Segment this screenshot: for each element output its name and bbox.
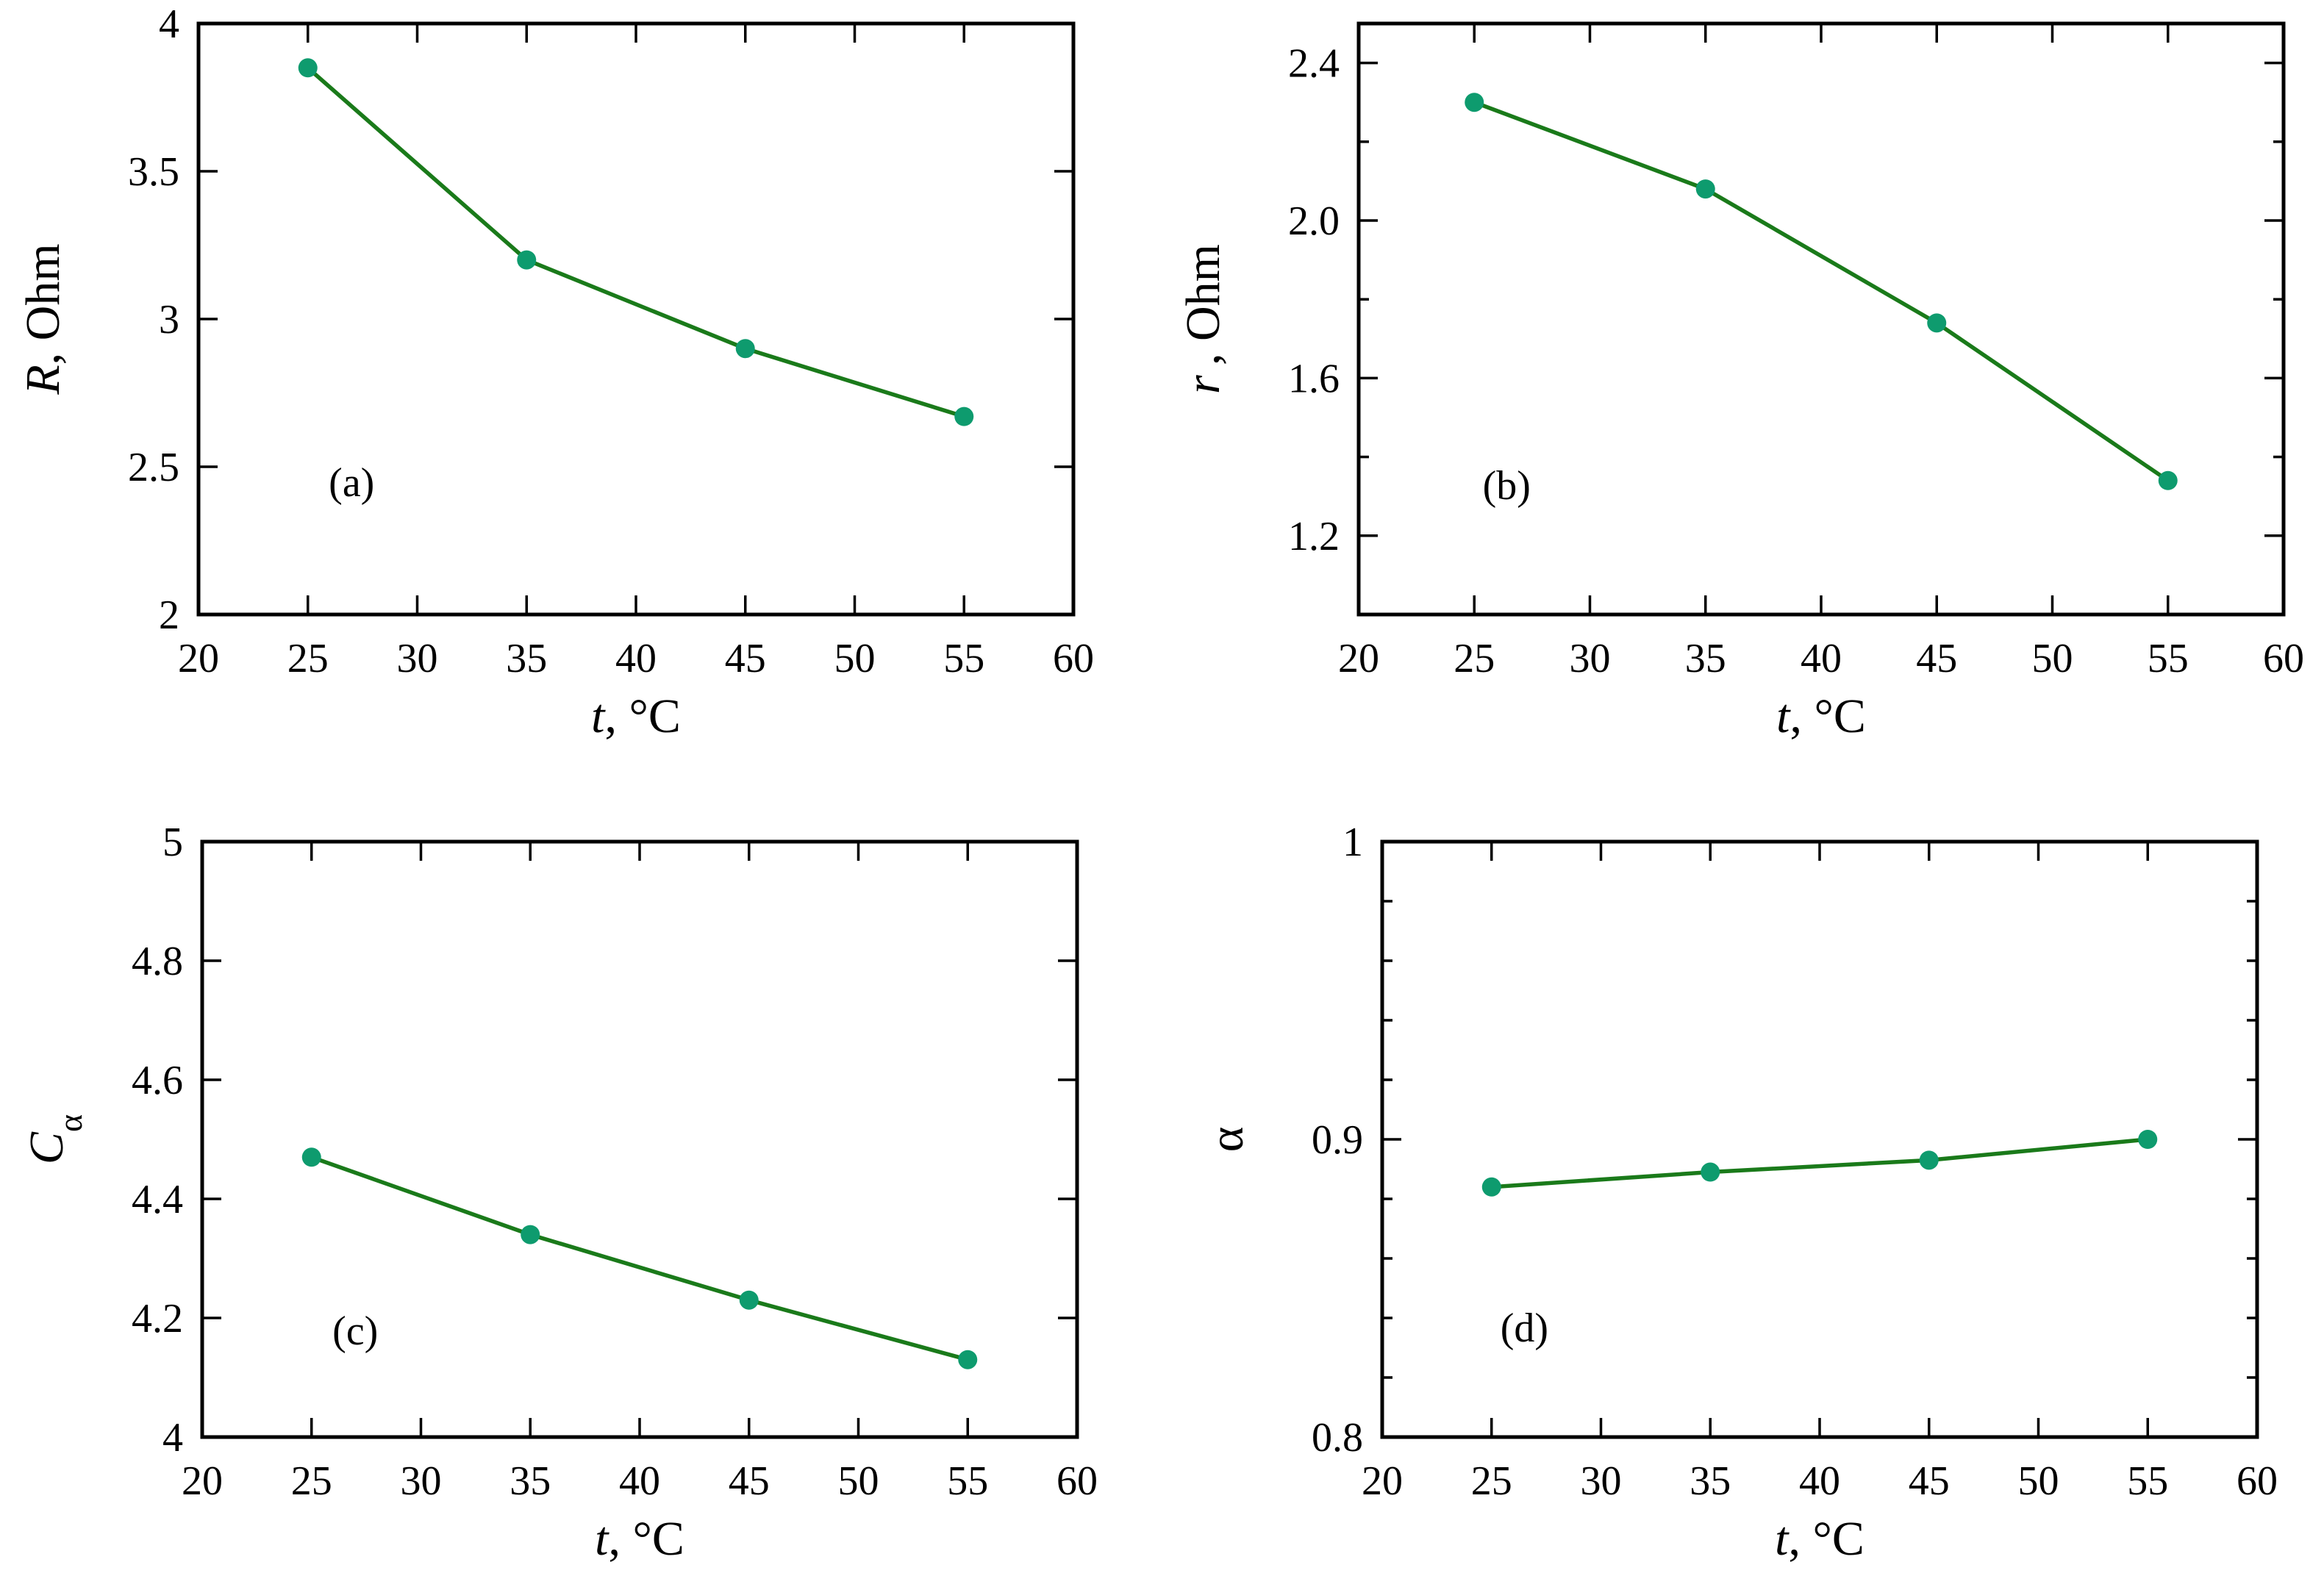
panel-label: (b) [1483, 463, 1531, 509]
x-tick-label: 60 [1056, 1458, 1098, 1504]
y-tick-label: 4 [162, 1415, 183, 1461]
x-tick-label: 45 [1909, 1458, 1950, 1504]
y-tick-label: 2.5 [128, 445, 179, 490]
x-tick-label: 40 [619, 1458, 660, 1504]
data-point [1465, 93, 1484, 112]
panel-label: (d) [1501, 1305, 1548, 1351]
x-tick-label: 35 [1690, 1458, 1731, 1504]
x-tick-label: 25 [1471, 1458, 1512, 1504]
data-point [739, 1290, 759, 1310]
chart-panel-c: 20 25 30 35 40 45 50 55 60 4 4.2 4.4 4.6 4.8 5 t, °C Cα (… [20, 820, 1098, 1566]
y-tick-label: 2.4 [1288, 41, 1340, 87]
y-axis-label: Cα [20, 1114, 89, 1164]
data-point [1927, 313, 1947, 333]
data-point [517, 250, 537, 270]
x-tick-label: 55 [947, 1458, 988, 1504]
x-tick-label: 40 [615, 636, 657, 681]
data-point [958, 1350, 978, 1369]
y-tick-label: 3.5 [128, 149, 179, 195]
data-point [2138, 1130, 2158, 1149]
data-point [954, 406, 974, 426]
x-tick-label: 40 [1799, 1458, 1840, 1504]
x-tick-label: 30 [397, 636, 438, 681]
data-point [298, 58, 318, 78]
x-tick-label: 25 [291, 1458, 332, 1504]
x-tick-label: 30 [401, 1458, 442, 1504]
y-tick-label: 4.2 [132, 1296, 183, 1341]
y-tick-label: 2.0 [1288, 198, 1340, 244]
x-tick-label: 60 [1053, 636, 1094, 681]
y-tick-label: 1.2 [1288, 514, 1340, 559]
y-tick-label: 1 [1342, 820, 1363, 865]
x-tick-label: 55 [943, 636, 984, 681]
x-tick-label: 35 [506, 636, 547, 681]
x-tick-label: 45 [1916, 636, 1957, 681]
y-tick-label: 4.4 [132, 1177, 183, 1222]
x-tick-label: 40 [1801, 636, 1842, 681]
series-line [306, 66, 965, 419]
x-tick-label: 55 [2127, 1458, 2168, 1504]
data-point [735, 339, 755, 359]
x-tick-label: 20 [1338, 636, 1379, 681]
x-tick-label: 50 [2032, 636, 2073, 681]
x-tick-label: 50 [834, 636, 876, 681]
chart-panel-a: 20 25 30 35 40 45 50 55 60 2 2.5 3 3.5 4 t, °C R, Ohm (a… [16, 1, 1094, 743]
data-point [1701, 1162, 1720, 1182]
panel-label: (a) [329, 460, 374, 506]
series-line [310, 1155, 968, 1362]
x-tick-label: 20 [178, 636, 219, 681]
x-tick-label: 55 [2148, 636, 2189, 681]
y-axis-label: α [1200, 1127, 1254, 1153]
data-point [301, 1147, 321, 1167]
y-tick-label: 1.6 [1288, 356, 1340, 401]
x-tick-label: 50 [838, 1458, 879, 1504]
chart-panel-b: 20 25 30 35 40 45 50 55 60 1.2 1.6 2.0 2.4 t, °C r , O… [1176, 21, 2304, 743]
y-tick-label: 4.8 [132, 939, 183, 984]
y-tick-label: 5 [162, 820, 183, 865]
x-tick-label: 30 [1570, 636, 1611, 681]
x-tick-label: 35 [510, 1458, 551, 1504]
data-point [521, 1225, 540, 1244]
y-tick-label: 0.8 [1312, 1415, 1363, 1461]
x-tick-label: 45 [729, 1458, 770, 1504]
x-axis-label: t, °C [591, 689, 681, 743]
y-axis-label: R, Ohm [16, 243, 70, 395]
y-tick-label: 2 [159, 592, 179, 638]
x-axis-label: t, °C [595, 1512, 684, 1566]
x-axis-label: t, °C [1775, 1512, 1864, 1566]
data-point [2158, 470, 2178, 490]
plot-frame [196, 21, 1076, 617]
x-tick-label: 60 [2237, 1458, 2278, 1504]
data-point [1919, 1150, 1939, 1170]
series-line [1473, 100, 2170, 483]
y-tick-label: 4 [159, 1, 179, 47]
chart-panel-d: 20 25 30 35 40 45 50 55 60 0.8 0.9 1 t, °C α (d) [1200, 820, 2278, 1566]
data-point [1695, 179, 1715, 199]
x-tick-label: 60 [2263, 636, 2304, 681]
x-axis-label: t, °C [1776, 689, 1866, 743]
series-line [1491, 1137, 2148, 1189]
y-tick-label: 3 [159, 297, 179, 343]
y-tick-label: 0.9 [1312, 1117, 1363, 1163]
x-tick-label: 20 [1362, 1458, 1403, 1504]
panel-label: (c) [332, 1308, 378, 1354]
x-tick-label: 50 [2018, 1458, 2059, 1504]
x-tick-label: 30 [1581, 1458, 1622, 1504]
x-tick-label: 45 [725, 636, 766, 681]
x-tick-label: 35 [1685, 636, 1726, 681]
y-axis-label: r , Ohm [1176, 244, 1230, 394]
x-tick-label: 20 [182, 1458, 223, 1504]
x-tick-label: 25 [287, 636, 329, 681]
y-tick-label: 4.6 [132, 1058, 183, 1103]
x-tick-label: 25 [1454, 636, 1495, 681]
data-point [1481, 1177, 1501, 1197]
